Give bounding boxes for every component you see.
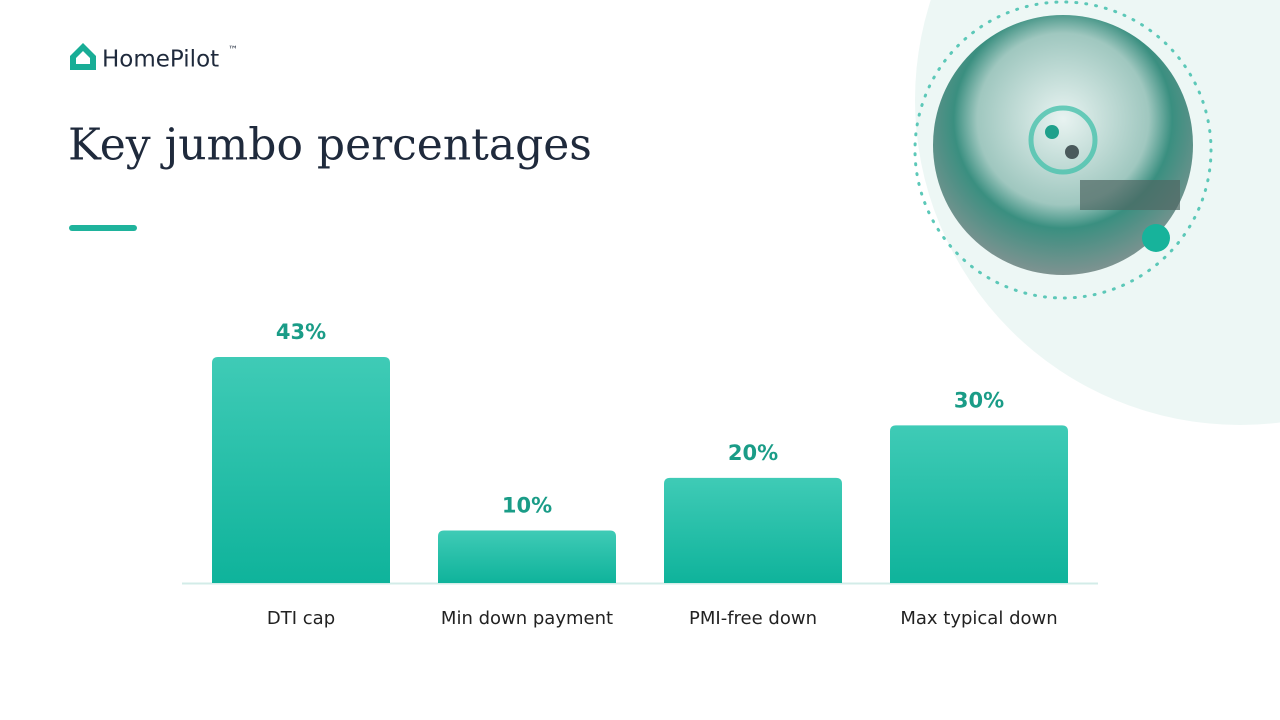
value-label: 20% [728, 441, 778, 465]
illustration-dot [1065, 145, 1079, 159]
brand-mark: ™ [228, 45, 238, 56]
brand-name: HomePilot [102, 47, 219, 73]
bar [890, 425, 1068, 583]
accent-dot [1142, 224, 1170, 252]
illustration-blocks [1080, 180, 1180, 210]
value-label: 30% [954, 388, 1004, 412]
chart-title: Key jumbo percentages [68, 120, 592, 171]
x-tick-label: DTI cap [267, 608, 335, 629]
x-tick-label: PMI-free down [689, 608, 817, 629]
illustration-dot [1045, 125, 1059, 139]
bar [664, 477, 842, 583]
bar [438, 530, 616, 583]
bar [212, 357, 390, 583]
x-tick-label: Max typical down [900, 608, 1057, 629]
value-label: 10% [502, 493, 552, 517]
x-tick-label: Min down payment [441, 608, 613, 629]
value-label: 43% [276, 320, 326, 344]
illustration-dial [1028, 105, 1098, 175]
title-accent [69, 225, 137, 231]
logo-icon [70, 43, 96, 70]
dotted-ring [913, 0, 1213, 300]
